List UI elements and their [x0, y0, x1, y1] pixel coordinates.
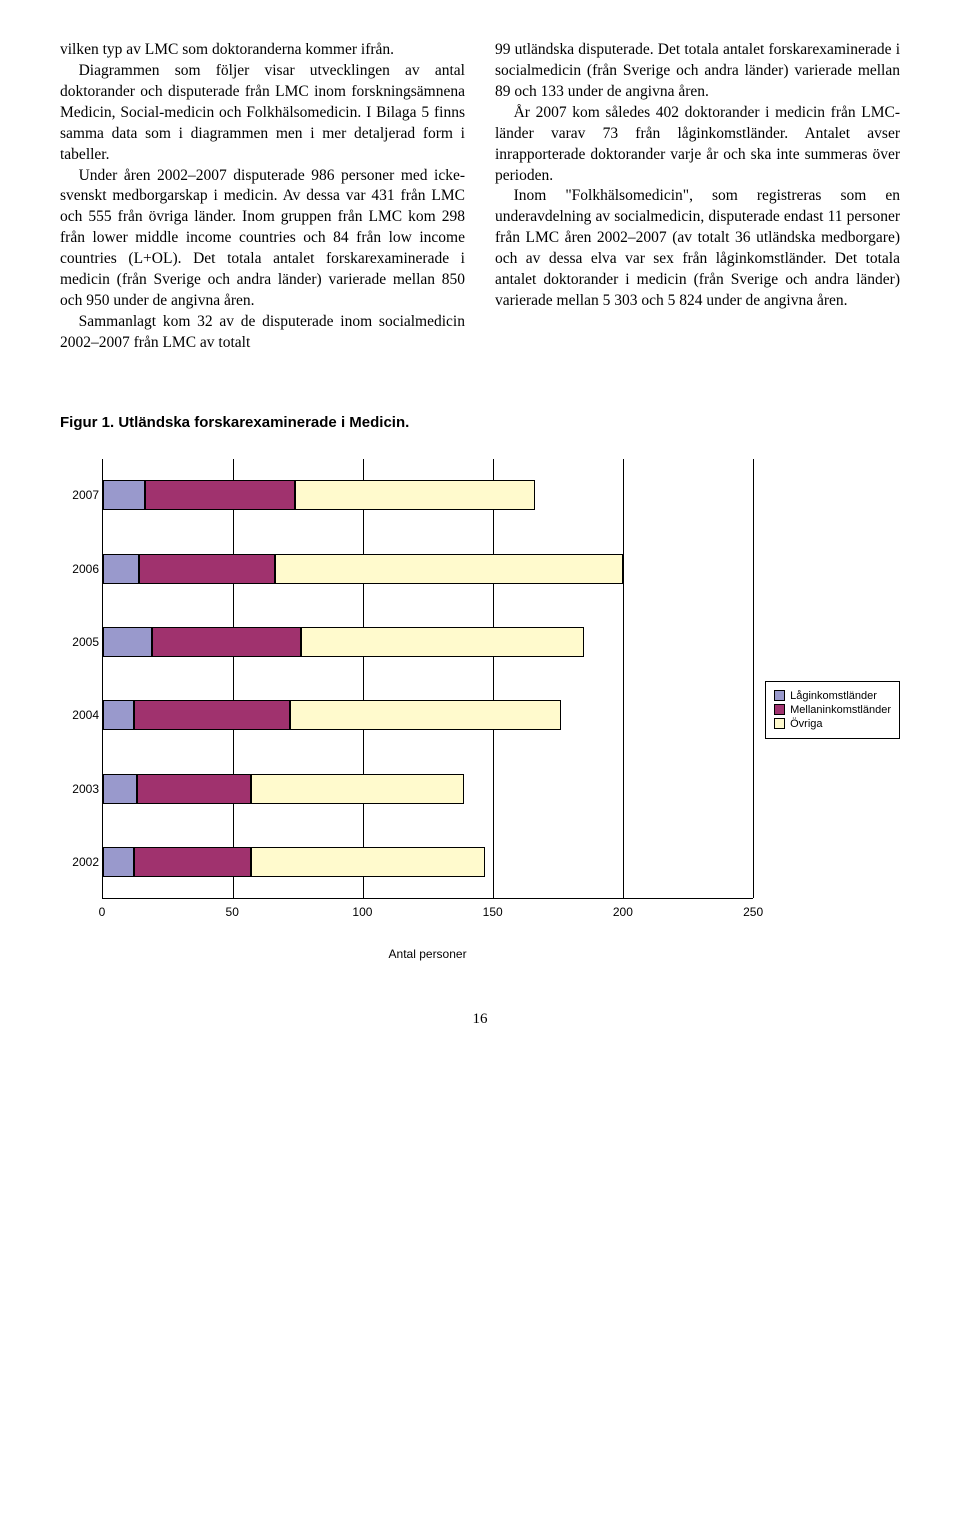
figure-title: Figur 1. Utländska forskarexaminerade i …	[60, 414, 900, 431]
legend-item: Låginkomstländer	[774, 690, 891, 702]
bar-row	[103, 627, 753, 657]
x-tick: 0	[99, 905, 106, 919]
gridline	[363, 459, 364, 898]
y-axis-label: 2007	[61, 488, 99, 502]
para: vilken typ av LMC som doktoranderna komm…	[60, 40, 465, 61]
x-axis-label: Antal personer	[102, 947, 753, 961]
bar-row	[103, 847, 753, 877]
gridline	[753, 459, 754, 898]
x-tick: 250	[743, 905, 763, 919]
para: År 2007 kom således 402 doktorander i me…	[495, 103, 900, 187]
legend-swatch	[774, 704, 785, 715]
para: Inom "Folkhälsomedicin", som registreras…	[495, 186, 900, 312]
bar-segment	[103, 480, 145, 510]
y-axis-label: 2003	[61, 782, 99, 796]
legend-swatch	[774, 718, 785, 729]
page-number: 16	[60, 1011, 900, 1028]
bar-segment	[139, 554, 274, 584]
para: 99 utländska disputerade. Det totala ant…	[495, 40, 900, 103]
para: Under åren 2002–2007 disputerade 986 per…	[60, 166, 465, 312]
bar-segment	[251, 847, 485, 877]
bar-segment	[103, 627, 152, 657]
bar-segment	[145, 480, 296, 510]
bar-row	[103, 774, 753, 804]
legend-swatch	[774, 690, 785, 701]
legend-label: Övriga	[790, 718, 822, 730]
plot-area: 200720062005200420032002	[102, 459, 753, 899]
gridline	[233, 459, 234, 898]
bar-segment	[103, 847, 134, 877]
bar-segment	[103, 554, 139, 584]
legend: Låginkomstländer Mellaninkomstländer Övrig…	[765, 681, 900, 739]
bar-segment	[301, 627, 584, 657]
x-tick: 150	[483, 905, 503, 919]
x-tick: 200	[613, 905, 633, 919]
legend-label: Mellaninkomstländer	[790, 704, 891, 716]
bar-segment	[134, 847, 251, 877]
y-axis-label: 2006	[61, 562, 99, 576]
bar-segment	[103, 774, 137, 804]
left-column: vilken typ av LMC som doktoranderna komm…	[60, 40, 465, 354]
bar-segment	[275, 554, 623, 584]
right-column: 99 utländska disputerade. Det totala ant…	[495, 40, 900, 354]
legend-item: Övriga	[774, 718, 891, 730]
y-axis-label: 2004	[61, 708, 99, 722]
y-axis-label: 2005	[61, 635, 99, 649]
bar-segment	[295, 480, 534, 510]
bar-row	[103, 700, 753, 730]
gridline	[623, 459, 624, 898]
legend-label: Låginkomstländer	[790, 690, 877, 702]
x-tick: 50	[226, 905, 239, 919]
legend-item: Mellaninkomstländer	[774, 704, 891, 716]
chart-area: 200720062005200420032002 050100150200250…	[60, 459, 753, 961]
chart-container: 200720062005200420032002 050100150200250…	[60, 459, 900, 961]
y-axis-label: 2002	[61, 855, 99, 869]
bar-segment	[152, 627, 300, 657]
para: Sammanlagt kom 32 av de disputerade inom…	[60, 312, 465, 354]
x-tick: 100	[352, 905, 372, 919]
bar-segment	[251, 774, 464, 804]
gridline	[493, 459, 494, 898]
bar-row	[103, 554, 753, 584]
bar-segment	[137, 774, 251, 804]
bar-segment	[134, 700, 290, 730]
para: Diagrammen som följer visar utvecklingen…	[60, 61, 465, 166]
body-text-columns: vilken typ av LMC som doktoranderna komm…	[60, 40, 900, 354]
x-axis-ticks: 050100150200250	[102, 899, 753, 919]
bar-segment	[103, 700, 134, 730]
bar-segment	[290, 700, 560, 730]
bar-row	[103, 480, 753, 510]
